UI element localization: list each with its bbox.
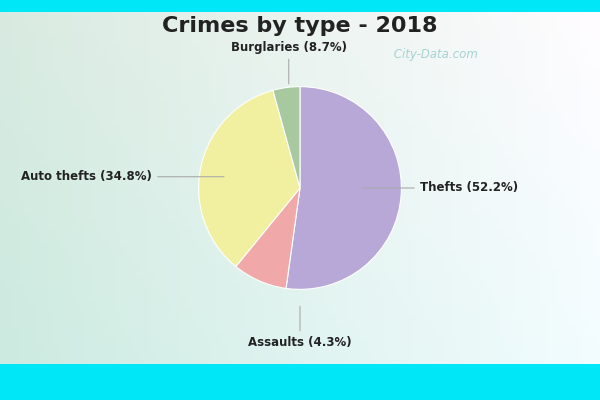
Text: Burglaries (8.7%): Burglaries (8.7%) xyxy=(231,41,347,84)
Wedge shape xyxy=(199,90,300,266)
Wedge shape xyxy=(273,87,300,188)
Text: Assaults (4.3%): Assaults (4.3%) xyxy=(248,306,352,349)
Text: City-Data.com: City-Data.com xyxy=(390,48,478,61)
Text: Thefts (52.2%): Thefts (52.2%) xyxy=(362,182,518,194)
Wedge shape xyxy=(286,87,401,289)
Wedge shape xyxy=(236,188,300,288)
Text: Auto thefts (34.8%): Auto thefts (34.8%) xyxy=(21,170,224,183)
Text: Crimes by type - 2018: Crimes by type - 2018 xyxy=(162,16,438,36)
